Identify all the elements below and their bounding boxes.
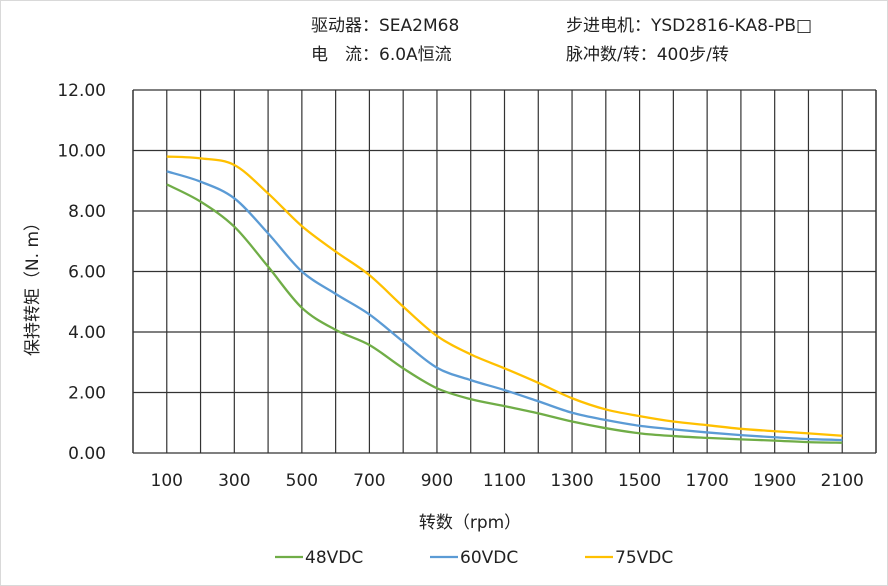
x-axis-ticks: 100 300 500 700 900 1100 1300 1500 1700 1900 2100 — [151, 471, 864, 491]
x-tick-label: 1900 — [753, 471, 796, 491]
legend-label-60VDC: 60VDC — [460, 548, 518, 568]
y-tick-label: 0.00 — [68, 444, 106, 464]
x-axis-label: 转数（rpm） — [419, 513, 521, 533]
y-axis-ticks: 0.00 2.00 4.00 6.00 8.00 10.00 12.00 — [57, 81, 106, 464]
x-tick-label: 1300 — [550, 471, 593, 491]
x-tick-label: 900 — [421, 471, 453, 491]
x-tick-label: 700 — [353, 471, 385, 491]
legend-label-48VDC: 48VDC — [305, 548, 363, 568]
grid — [132, 89, 877, 454]
y-axis-label: 保持转矩（N. m） — [23, 214, 43, 356]
y-tick-label: 12.00 — [57, 81, 106, 101]
x-tick-label: 1500 — [618, 471, 661, 491]
x-tick-label: 2100 — [821, 471, 864, 491]
series-line-48VDC — [166, 183, 843, 444]
x-tick-label: 100 — [151, 471, 183, 491]
series-line-75VDC — [166, 155, 843, 437]
legend: 48VDC 60VDC 75VDC — [275, 548, 673, 568]
motor-label: 步进电机：YSD2816-KA8-PB□ — [566, 16, 812, 36]
current-label: 电 流：6.0A恒流 — [311, 45, 452, 65]
x-tick-label: 1100 — [483, 471, 526, 491]
y-tick-label: 6.00 — [68, 263, 106, 283]
pulses-label: 脉冲数/转：400步/转 — [566, 45, 729, 65]
y-tick-label: 10.00 — [57, 142, 106, 162]
y-tick-label: 8.00 — [68, 202, 106, 222]
driver-label: 驱动器：SEA2M68 — [311, 16, 459, 36]
x-tick-label: 1700 — [686, 471, 729, 491]
legend-label-75VDC: 75VDC — [615, 548, 673, 568]
x-tick-label: 500 — [286, 471, 318, 491]
x-tick-label: 300 — [218, 471, 250, 491]
series-line-60VDC — [166, 170, 843, 442]
y-tick-label: 4.00 — [68, 323, 106, 343]
y-tick-label: 2.00 — [68, 384, 106, 404]
series-lines — [166, 155, 843, 444]
